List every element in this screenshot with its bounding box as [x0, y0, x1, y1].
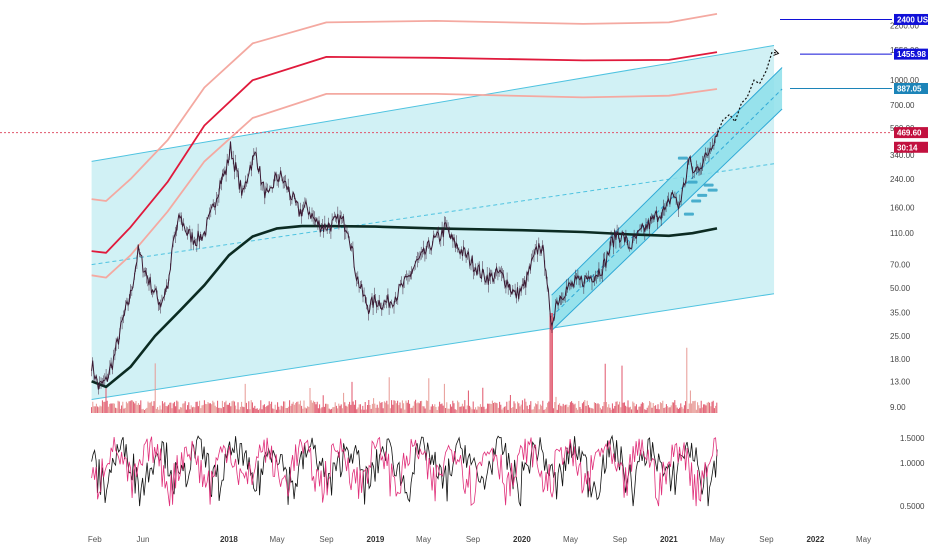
steep-channel-upper-line [551, 67, 783, 296]
oscillator-pane [91, 434, 718, 507]
wide-channel-lower-line [91, 293, 775, 400]
price-tick-label: 70.00 [890, 261, 911, 270]
signal-marker-6 [677, 156, 688, 160]
volume-bars [91, 313, 718, 413]
price-flag-box-3 [894, 82, 928, 94]
time-axis: Feb Jun 2018 May Sep 2019 May Sep 2020 May Sep 2021… [88, 535, 871, 544]
price-flag-box-5 [894, 141, 928, 153]
price-tick-label: 35.00 [890, 309, 911, 318]
oscillator-tick-label: 0.5000 [900, 502, 925, 511]
moving-average-line [91, 224, 718, 389]
signal-marker-7 [687, 180, 698, 184]
price-flag-label-3: 887.05 [897, 84, 922, 93]
price-flag-box-2 [894, 48, 928, 60]
time-tick-label: Sep [319, 535, 334, 544]
price-tick-label: 340.00 [890, 151, 915, 160]
price-tick-label: 2200.00 [890, 22, 919, 31]
time-tick-label: 2019 [367, 535, 385, 544]
time-tick-label: Feb [88, 535, 102, 544]
time-tick-label: 2018 [220, 535, 238, 544]
signal-marker-4 [703, 183, 714, 187]
price-flag-label-2: 1455.98 [897, 50, 926, 59]
time-tick-label: May [563, 535, 578, 544]
price-tick-label: 160.00 [890, 203, 915, 212]
price-axis: 2200.001550.001000.00700.00500.00340.002… [890, 22, 919, 412]
oscillator-black-line [91, 434, 718, 507]
volume-up-bars [92, 347, 717, 413]
volume-down-bars [91, 313, 718, 413]
time-tick-label: 2021 [660, 535, 678, 544]
time-tick-label: 2020 [513, 535, 531, 544]
time-tick-label: Sep [613, 535, 628, 544]
wide-channel-mid-line [91, 163, 775, 266]
signal-marker-3 [697, 193, 708, 197]
price-tick-label: 700.00 [890, 101, 915, 110]
price-flag-label-5: 30:14 [897, 143, 918, 152]
time-tick-label: May [270, 535, 285, 544]
price-flag-box-1 [894, 13, 928, 25]
band-line-2 [91, 51, 718, 254]
time-tick-label: May [709, 535, 724, 544]
price-line [91, 132, 719, 390]
steep-channel-lower-line [551, 108, 783, 331]
price-tick-label: 9.00 [890, 403, 906, 412]
wide-channel-upper-line [91, 45, 775, 162]
band-line-3 [91, 88, 718, 279]
price-series [91, 128, 719, 395]
signal-marker-5 [707, 188, 718, 192]
time-tick-label: Sep [466, 535, 481, 544]
price-flag-label-4: 469.60 [897, 129, 922, 138]
wide-channel-fill [91, 45, 775, 400]
steep-channel-fill [551, 67, 783, 331]
oscillator-axis: 1.5000 1.0000 0.5000 [900, 434, 925, 511]
time-tick-label: Jun [137, 535, 150, 544]
price-tick-label: 240.00 [890, 175, 915, 184]
oscillator-tick-label: 1.0000 [900, 459, 925, 468]
time-tick-label: Sep [759, 535, 774, 544]
signal-marker-1 [683, 212, 694, 216]
projection-arrow-icon [773, 49, 780, 56]
time-tick-label: May [416, 535, 431, 544]
time-tick-label: May [856, 535, 871, 544]
wide-channel [91, 45, 775, 400]
price-tick-label: 110.00 [890, 229, 914, 238]
band-line-1 [91, 13, 718, 202]
signal-marker-2 [691, 199, 702, 203]
oscillator-pink-line [91, 436, 718, 507]
oscillator-tick-label: 1.5000 [900, 434, 925, 443]
price-tick-label: 25.00 [890, 332, 911, 341]
price-tick-label: 50.00 [890, 284, 911, 293]
price-flag-label-1: 2400 USD [897, 15, 932, 24]
price-tick-label: 13.00 [890, 377, 911, 386]
projection-path [717, 49, 780, 133]
price-flags: 2400 USD 1455.98 887.05 469.60 30:14 [894, 13, 932, 153]
envelope-bands [91, 13, 718, 279]
moving-average [91, 224, 718, 389]
signal-markers [677, 156, 718, 216]
price-tick-label: 1000.00 [890, 76, 919, 85]
price-tick-label: 18.00 [890, 355, 911, 364]
time-tick-label: 2022 [806, 535, 824, 544]
projection-line [717, 51, 779, 133]
horizontal-levels [0, 18, 892, 134]
price-flag-box-4 [894, 127, 928, 139]
